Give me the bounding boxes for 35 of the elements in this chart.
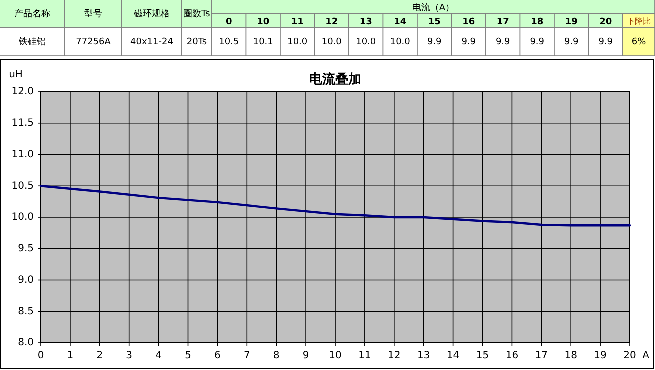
y-tick-label: 8.0: [18, 338, 34, 349]
x-tick-label: 6: [214, 350, 221, 362]
y-tick-label: 9.5: [18, 244, 34, 255]
table: 产品名称 型号 磁环规格 圈数Ts 电流（A） 0 10 11 12 13 14 15 16 17 18 19 20 下降比 铁硅铝 77256A 40x11-24 20Ts 10.5 10.1 10.0 10.0 10.0 10.0 9.9 9.9 9.9 9.9 9.9 9.9 6%: [0, 0, 655, 56]
x-tick-label: 15: [476, 350, 490, 362]
x-tick-label: 13: [417, 350, 430, 362]
y-axis-title: uH: [9, 70, 23, 81]
y-tick-label: 10.0: [12, 212, 34, 224]
x-tick-label: 18: [564, 350, 578, 362]
x-tick-label: 0: [38, 350, 44, 362]
y-tick-label: 11.0: [12, 149, 34, 160]
x-tick-label: 17: [535, 350, 548, 362]
x-tick-label: 9: [302, 350, 310, 362]
x-tick-label: 5: [185, 350, 192, 362]
x-tick-label: 10: [329, 350, 342, 362]
y-tick-label: 9.0: [18, 274, 34, 286]
x-tick-label: 1: [67, 350, 74, 362]
x-tick-label: 11: [358, 350, 372, 362]
chart-title: 电流叠加: [310, 72, 362, 88]
x-tick-label: 19: [594, 350, 607, 362]
x-tick-label: 7: [244, 350, 250, 362]
y-tick-label: 12.0: [12, 86, 34, 98]
x-axis-title: A: [642, 350, 650, 362]
x-tick-label: 14: [446, 350, 460, 362]
y-tick-label: 10.5: [12, 180, 34, 192]
x-tick-label: 12: [388, 350, 401, 362]
x-tick-label: 2: [96, 350, 104, 362]
x-tick-label: 16: [506, 350, 519, 362]
y-tick-label: 8.5: [18, 306, 34, 318]
x-tick-label: 20: [624, 350, 636, 362]
y-tick-label: 11.5: [12, 118, 34, 130]
x-tick-label: 8: [273, 350, 280, 362]
line-series: [40, 185, 632, 227]
x-tick-label: 3: [126, 350, 133, 362]
x-tick-label: 4: [156, 350, 162, 362]
